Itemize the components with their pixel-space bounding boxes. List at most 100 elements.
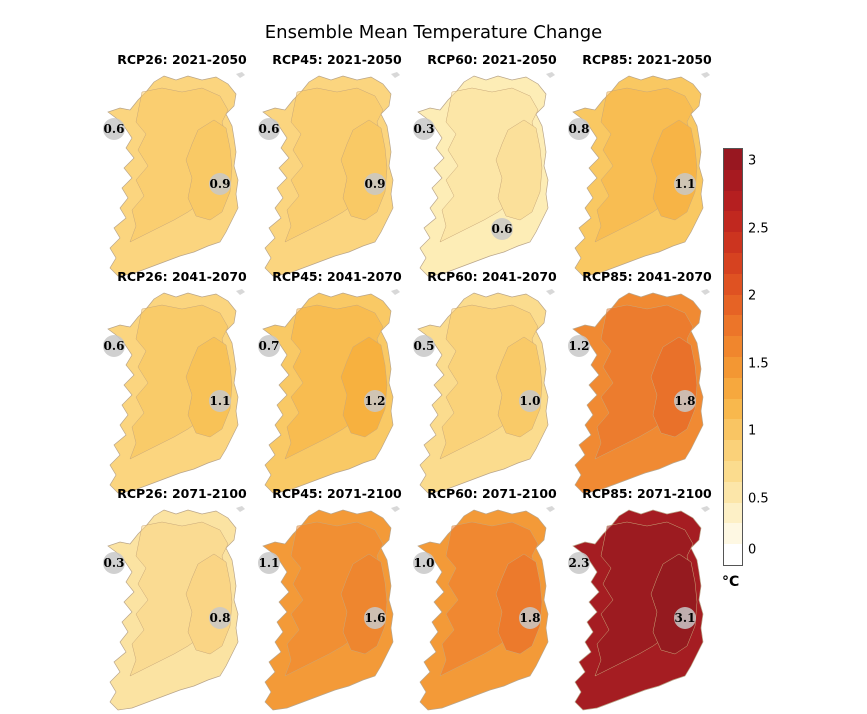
ireland-map: 1.2 1.8 (568, 289, 710, 494)
ireland-map: 1.1 1.6 (258, 506, 400, 711)
panel-title: RCP60: 2021-2050 (427, 52, 557, 67)
east-value: 0.8 (210, 611, 231, 625)
colorbar-swatch (724, 398, 742, 420)
map-panel: RCP60: 2071-2100 1.0 1.8 (412, 486, 572, 711)
west-value: 2.3 (569, 556, 590, 570)
colorbar-swatch (724, 440, 742, 462)
ireland-map: 0.8 1.1 (568, 72, 710, 277)
colorbar-tick-label: 2.5 (748, 221, 769, 237)
east-badge (674, 173, 696, 195)
land-region-east (185, 553, 233, 655)
west-value: 0.3 (104, 556, 125, 570)
east-value: 0.9 (365, 177, 386, 191)
map-panel: RCP45: 2041-2070 0.7 1.2 (257, 269, 417, 494)
islet (701, 506, 710, 512)
colorbar-tick-label: 3 (748, 153, 757, 169)
islet (701, 289, 710, 295)
islet (391, 506, 400, 512)
colorbar-swatch (724, 149, 742, 171)
land-region-east (340, 553, 388, 655)
colorbar-swatch (724, 419, 742, 441)
colorbar-swatch (724, 315, 742, 337)
panel-title: RCP85: 2021-2050 (582, 52, 712, 67)
west-value: 0.5 (414, 339, 435, 353)
colorbar-swatch (724, 377, 742, 400)
west-badge (413, 552, 435, 574)
colorbar-swatch (724, 502, 742, 524)
colorbar-swatch (724, 169, 742, 192)
islet (236, 72, 245, 78)
west-badge (568, 552, 590, 574)
ireland-map: 0.6 0.9 (103, 72, 245, 277)
ireland-map: 1.0 1.8 (413, 506, 555, 711)
ireland-map: 0.3 0.6 (413, 72, 555, 277)
west-badge (103, 552, 125, 574)
colorbar-swatch (724, 232, 742, 254)
islet (546, 506, 555, 512)
west-badge (258, 335, 280, 357)
east-value: 3.1 (675, 611, 696, 625)
west-value: 0.6 (104, 122, 125, 136)
panel-title: RCP85: 2041-2070 (582, 269, 712, 284)
colorbar-tick-label: 2 (748, 288, 757, 304)
panel-title: RCP45: 2021-2050 (272, 52, 402, 67)
panel-title: RCP60: 2071-2100 (427, 486, 557, 501)
east-badge (209, 607, 231, 629)
land-region-east (650, 336, 698, 438)
west-badge (413, 335, 435, 357)
colorbar-swatch (724, 357, 742, 379)
islet (236, 506, 245, 512)
ireland-map: 0.3 0.8 (103, 506, 245, 711)
islet (391, 72, 400, 78)
east-badge (209, 173, 231, 195)
colorbar-swatch (724, 461, 742, 483)
map-panel: RCP60: 2021-2050 0.3 0.6 (412, 52, 572, 277)
land-region-east (495, 336, 543, 438)
east-value: 1.0 (520, 394, 541, 408)
west-badge (103, 335, 125, 357)
colorbar-swatch (724, 336, 742, 358)
colorbar-swatch (724, 253, 742, 275)
east-value: 1.1 (675, 177, 696, 191)
ireland-map: 0.5 1.0 (413, 289, 555, 494)
west-value: 0.6 (104, 339, 125, 353)
map-panel: RCP45: 2071-2100 1.1 1.6 (257, 486, 417, 711)
east-badge (674, 607, 696, 629)
west-badge (258, 552, 280, 574)
islet (236, 289, 245, 295)
east-badge (209, 390, 231, 412)
map-panel: RCP26: 2071-2100 0.3 0.8 (102, 486, 262, 711)
east-badge (519, 607, 541, 629)
west-value: 0.7 (259, 339, 280, 353)
map-panel: RCP60: 2041-2070 0.5 1.0 (412, 269, 572, 494)
east-badge (491, 218, 513, 240)
east-badge (364, 173, 386, 195)
land-region-east (340, 336, 388, 438)
islet (546, 289, 555, 295)
east-value: 1.8 (520, 611, 541, 625)
west-badge (568, 335, 590, 357)
ireland-map: 0.6 0.9 (258, 72, 400, 277)
panel-title: RCP26: 2041-2070 (117, 269, 247, 284)
colorbar-swatch (724, 294, 742, 316)
map-panel: RCP26: 2041-2070 0.6 1.1 (102, 269, 262, 494)
panel-title: RCP45: 2041-2070 (272, 269, 402, 284)
east-value: 1.6 (365, 611, 386, 625)
west-value: 0.8 (569, 122, 590, 136)
colorbar (723, 148, 743, 566)
land-region-east (495, 119, 543, 221)
west-value: 0.6 (259, 122, 280, 136)
islet (391, 289, 400, 295)
map-panel: RCP85: 2021-2050 0.8 1.1 (567, 52, 727, 277)
east-value: 1.2 (365, 394, 386, 408)
colorbar-swatch (724, 190, 742, 212)
colorbar-unit-label: °C (722, 574, 740, 590)
ireland-map: 0.7 1.2 (258, 289, 400, 494)
east-value: 0.6 (492, 222, 513, 236)
map-panel: RCP85: 2071-2100 2.3 3.1 (567, 486, 727, 711)
west-badge (413, 118, 435, 140)
east-value: 0.9 (210, 177, 231, 191)
colorbar-tick-label: 0 (748, 542, 757, 558)
land-region-east (185, 119, 233, 221)
east-badge (519, 390, 541, 412)
